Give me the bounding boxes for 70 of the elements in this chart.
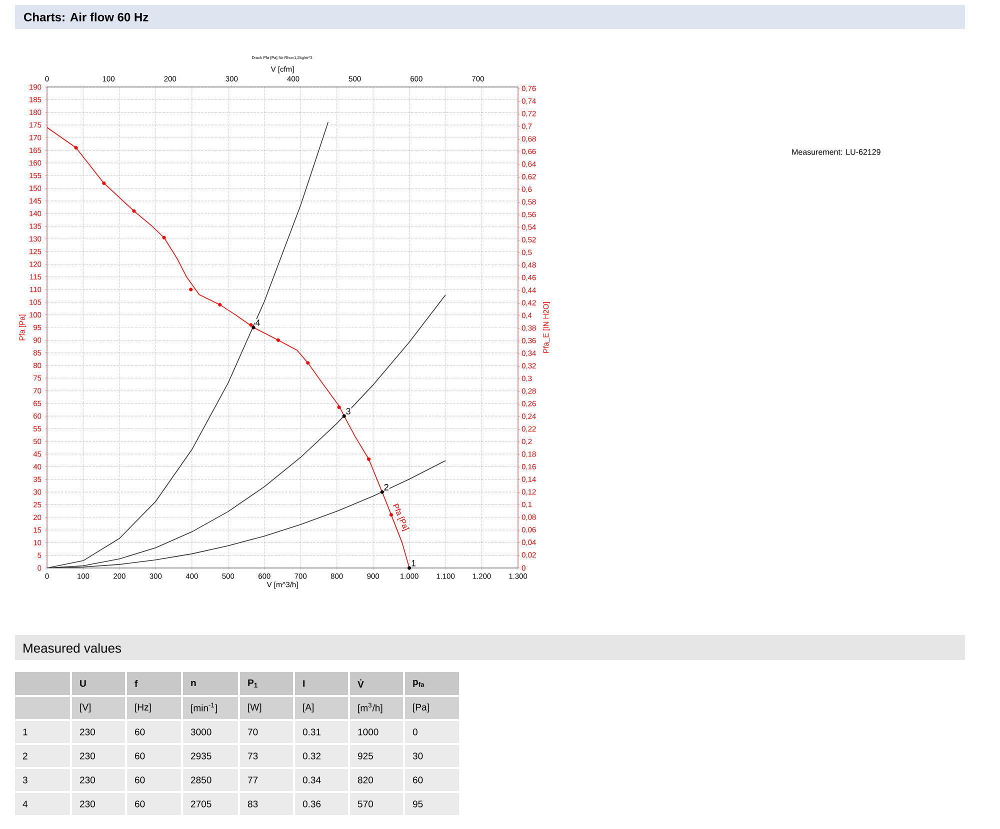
text: 570 [358, 800, 374, 808]
text: 60 [413, 776, 423, 784]
point [380, 490, 384, 494]
text: 77 [248, 776, 258, 784]
text: p$_{fa}$ [413, 680, 424, 688]
text: 83 [248, 800, 258, 808]
text: 60 [135, 752, 145, 760]
text: 2850 [191, 776, 212, 784]
text: 3 [22, 776, 28, 784]
text: 60 [135, 776, 145, 784]
text: 2 [23, 752, 28, 760]
text: 2705 [191, 800, 212, 808]
point [342, 414, 346, 418]
point [366, 457, 371, 461]
point [102, 181, 106, 185]
text: Measurement: LU-62129 [792, 149, 880, 155]
point [337, 405, 341, 410]
point [408, 566, 412, 570]
point [389, 513, 393, 517]
text: U [80, 680, 86, 687]
text: [Hz] [135, 704, 151, 712]
point [252, 326, 256, 330]
text: [W] [248, 704, 262, 712]
annotation: 4 [255, 320, 260, 326]
text: 95 [412, 800, 423, 808]
text: [min$^{-1}$] [191, 702, 217, 714]
text: 70 [248, 728, 258, 736]
text: P$_{1}$ [248, 679, 258, 688]
text: I [303, 680, 305, 687]
text: 1 [23, 728, 28, 736]
text: 1000 [358, 728, 378, 736]
text: 0.34 [302, 776, 321, 784]
point [189, 288, 193, 292]
text: [A] [303, 704, 314, 712]
text: 0.31 [302, 728, 321, 736]
text: 60 [135, 800, 145, 808]
point [162, 236, 166, 240]
point [74, 146, 78, 150]
text: 230 [80, 728, 96, 736]
point [306, 361, 310, 365]
point [276, 338, 280, 342]
annotation: 3 [346, 408, 350, 414]
text: [m$^{3}$/h] [358, 702, 382, 714]
text: 30 [412, 752, 423, 760]
text: Pfa [Pa] [392, 504, 410, 532]
text: [Pa] [413, 704, 429, 712]
text: 230 [80, 752, 96, 760]
text: f [134, 680, 138, 687]
text: [V] [80, 704, 90, 712]
text: Measured values [24, 643, 122, 653]
text: 925 [358, 752, 373, 760]
text: 73 [248, 752, 258, 760]
text: 820 [358, 776, 374, 784]
point [218, 302, 222, 307]
text: 0.32 [302, 752, 321, 760]
text: 60 [135, 728, 145, 736]
point [249, 323, 253, 327]
annotation: 1 [412, 560, 416, 566]
text: 3000 [190, 728, 212, 736]
text: 230 [80, 776, 96, 784]
chart-title: Charts: Air flow 60 Hz [24, 12, 148, 22]
text: V̇ [358, 679, 364, 688]
text: 0.36 [302, 800, 321, 808]
text: 230 [80, 800, 96, 808]
text: n [191, 680, 196, 686]
text: 4 [22, 800, 28, 808]
point [132, 209, 136, 213]
annotation: 2 [384, 484, 388, 490]
text: 2935 [191, 752, 212, 760]
text: 0 [412, 728, 418, 736]
